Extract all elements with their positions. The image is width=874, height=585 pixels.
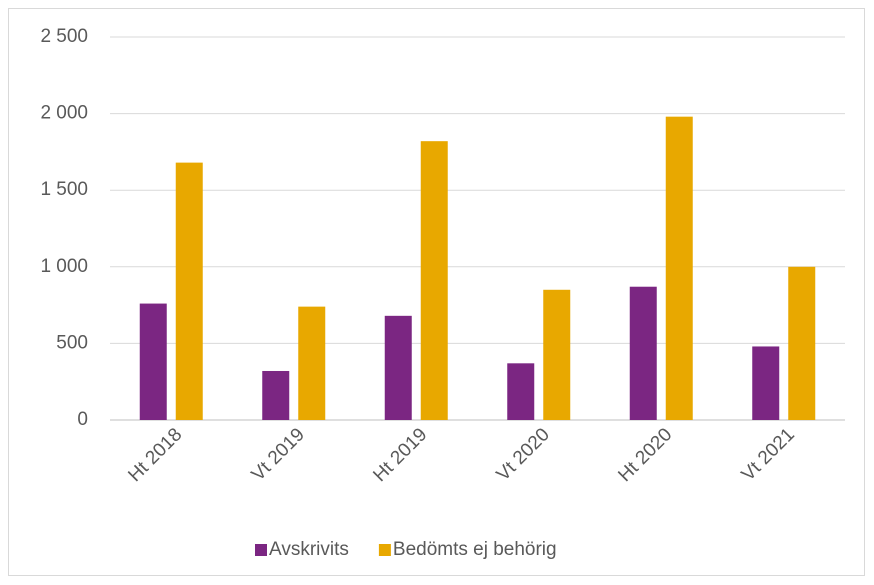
- y-tick-label: 0: [77, 409, 88, 430]
- legend-label: Avskrivits: [269, 539, 349, 560]
- bar: [665, 116, 693, 420]
- bar: [543, 289, 571, 420]
- y-tick-label: 2 500: [40, 26, 88, 47]
- y-tick-label: 1 000: [40, 256, 88, 277]
- legend-swatch: [255, 544, 267, 556]
- y-tick-label: 500: [56, 332, 88, 353]
- bar: [175, 162, 203, 420]
- bar: [629, 286, 657, 420]
- bar: [507, 363, 535, 420]
- bar: [788, 266, 816, 420]
- bar: [298, 306, 326, 420]
- y-tick-label: 1 500: [40, 179, 88, 200]
- bar: [384, 315, 412, 420]
- legend-swatch: [378, 544, 391, 556]
- y-tick-label: 2 000: [40, 103, 88, 124]
- bar: [139, 303, 167, 420]
- legend-label: Bedömts ej behörig: [393, 539, 557, 560]
- bar: [752, 346, 780, 420]
- bar: [420, 141, 448, 420]
- bar: [262, 370, 290, 420]
